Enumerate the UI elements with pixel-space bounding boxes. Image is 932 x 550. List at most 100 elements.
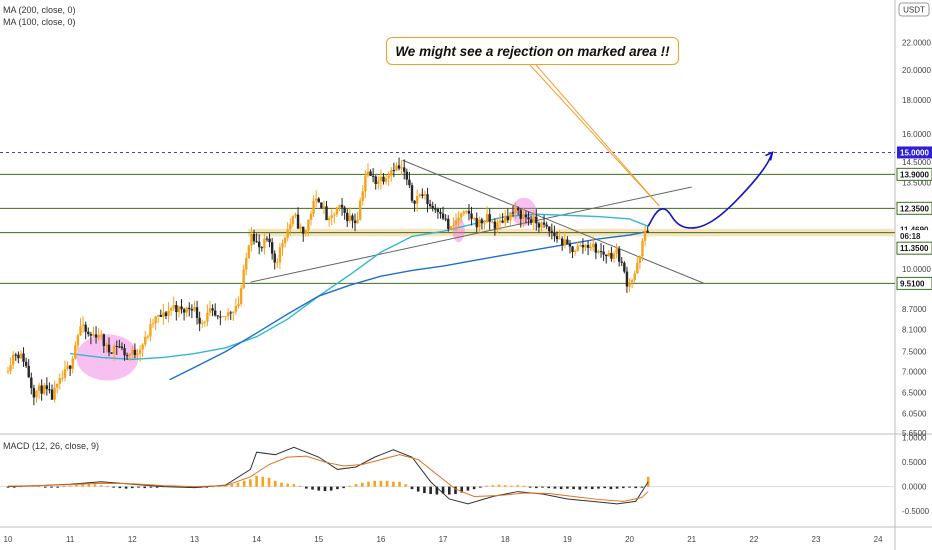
candle-body [45, 385, 49, 390]
candle-body [625, 271, 629, 287]
candle-body [599, 251, 603, 253]
candle-body [511, 212, 515, 214]
price-label-box [896, 241, 932, 255]
candle-body [149, 324, 152, 337]
candle-body [219, 316, 222, 318]
candle-body [30, 377, 33, 389]
candle-body [50, 389, 54, 400]
candle-body [485, 214, 489, 223]
candle-body [133, 349, 137, 355]
candle-body [426, 194, 429, 205]
candle-body [496, 222, 499, 229]
candle-body [76, 335, 80, 346]
macd-histogram-bar [93, 484, 97, 487]
macd-histogram-bar [242, 480, 246, 487]
macd-histogram-bar [516, 485, 519, 487]
macd-histogram-bar [280, 482, 283, 487]
candle-body [234, 306, 238, 312]
candle-body [154, 316, 157, 324]
candle-body [444, 218, 447, 220]
price-tick-label: 20.0000 [902, 66, 931, 75]
ma100-legend[interactable]: MA (100, close, 0) [3, 17, 76, 27]
macd-histogram-bar [485, 485, 488, 487]
candle-body [413, 200, 416, 204]
candle-body [568, 243, 572, 247]
macd-histogram-bar [261, 476, 265, 487]
candle-body [338, 204, 341, 208]
macd-histogram-bar [392, 481, 395, 487]
candle-body [563, 239, 566, 246]
candle-body [307, 219, 310, 231]
candle-body [491, 221, 494, 223]
macd-histogram-bar [37, 486, 41, 488]
candle-body [68, 365, 72, 369]
candle-body [415, 195, 419, 204]
candle-body [281, 243, 284, 248]
time-tick-label: 20 [625, 535, 634, 544]
candle-body [573, 250, 577, 253]
candle-body [151, 323, 155, 325]
time-tick-label: 12 [128, 535, 137, 544]
candle-body [206, 312, 209, 322]
candle-body [115, 345, 118, 347]
candle-body [32, 388, 36, 398]
macd-histogram-bar [522, 485, 526, 487]
macd-histogram-bar [87, 483, 91, 487]
candle-body [71, 358, 74, 369]
candle-body [61, 377, 64, 379]
candle-body [493, 221, 497, 229]
macd-legend[interactable]: MACD (12, 26, close, 9) [3, 441, 100, 451]
macd-histogram-bar [572, 486, 575, 490]
macd-histogram-bar [305, 486, 308, 489]
macd-histogram-bar [12, 486, 16, 488]
macd-histogram-bar [273, 480, 277, 487]
macd-histogram-bar [609, 486, 613, 490]
ma200-legend[interactable]: MA (200, close, 0) [3, 5, 76, 15]
candle-body [128, 354, 131, 356]
candle-body [74, 345, 77, 359]
macd-histogram-bar [373, 480, 377, 487]
macd-histogram-bar [50, 486, 53, 488]
price-tick-label: 8.7000 [902, 305, 927, 314]
candle-body [346, 212, 349, 221]
candle-body [454, 220, 458, 226]
price-tick-label: 6.5000 [902, 389, 927, 398]
candle-body [136, 353, 139, 355]
macd-histogram-bar [416, 486, 420, 492]
candle-body [353, 220, 357, 224]
candle-body [377, 180, 380, 184]
macd-histogram-bar [634, 486, 638, 489]
candle-body [509, 212, 512, 221]
macd-histogram-bar [155, 486, 159, 488]
candle-body [278, 247, 282, 263]
candle-body [537, 223, 541, 228]
candle-body [141, 344, 144, 350]
candle-body [524, 214, 528, 218]
candle-body [483, 222, 486, 224]
macd-histogram-bar [553, 486, 557, 489]
macd-histogram-bar [404, 484, 408, 487]
candle-body [276, 262, 279, 264]
candle-body [457, 217, 460, 221]
price-tick-label: 22.0000 [902, 38, 931, 47]
macd-histogram-bar [590, 486, 594, 490]
candle-body [35, 391, 38, 398]
candle-body [540, 222, 543, 228]
time-tick-label: 11 [66, 535, 75, 544]
macd-histogram-bar [149, 486, 153, 488]
candle-body [185, 307, 188, 313]
time-tick-label: 24 [874, 535, 883, 544]
annotation-callout[interactable]: We might see a rejection on marked area … [386, 37, 679, 65]
candle-body [226, 312, 230, 317]
price-label-box [896, 276, 932, 290]
candle-body [478, 219, 481, 228]
candle-body [14, 354, 17, 356]
candle-body [180, 306, 183, 310]
candle-body [542, 222, 546, 225]
candle-body [449, 226, 453, 229]
time-tick-label: 18 [501, 535, 510, 544]
candle-body [317, 198, 320, 203]
macd-histogram-bar [472, 486, 476, 490]
candle-body [374, 176, 377, 184]
